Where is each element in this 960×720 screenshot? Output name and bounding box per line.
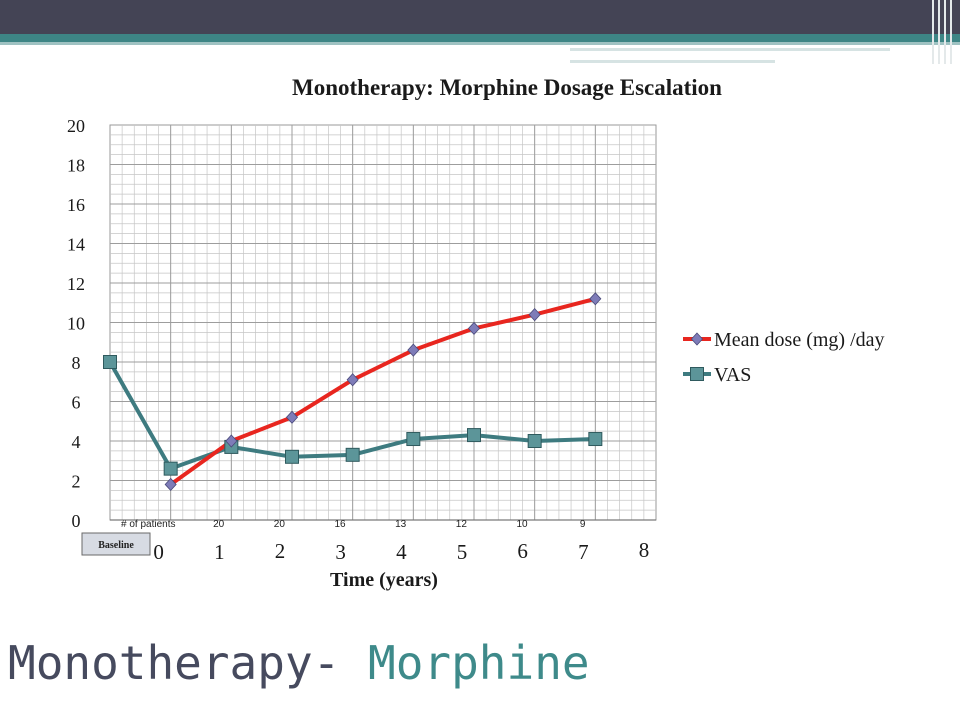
data-point-mean-dose xyxy=(346,373,359,387)
x-tick-label: 4 xyxy=(396,540,407,564)
corner-decoration xyxy=(928,0,960,64)
data-point-vas xyxy=(285,449,299,464)
y-tick-label: 6 xyxy=(72,393,81,413)
x-tick-label: 5 xyxy=(457,540,468,564)
slide-title-main: Monotherapy- xyxy=(8,636,369,690)
data-point-mean-dose xyxy=(285,410,299,424)
y-tick-label: 12 xyxy=(67,274,85,294)
data-point-vas xyxy=(345,447,360,462)
x-tick-label: 6 xyxy=(517,539,528,563)
x-tick-label: 7 xyxy=(578,540,589,564)
patients-count: 16 xyxy=(334,519,346,530)
x-tick-label: 1 xyxy=(214,540,225,564)
legend-label: VAS xyxy=(714,364,751,386)
x-tick-label: 2 xyxy=(275,539,286,563)
patients-count: 9 xyxy=(580,519,586,530)
baseline-box xyxy=(81,532,151,556)
data-point-vas xyxy=(467,428,481,443)
patients-count: 20 xyxy=(274,519,286,530)
data-point-mean-dose xyxy=(528,308,541,322)
y-tick-label: 2 xyxy=(72,472,81,492)
slide-title: Monotherapy- Morphine xyxy=(8,636,590,690)
legend-swatch-marker xyxy=(690,367,704,381)
header-accent-band xyxy=(0,34,960,42)
patients-count: 10 xyxy=(516,519,528,530)
patients-count: 20 xyxy=(213,519,225,530)
header-bar xyxy=(0,0,960,34)
y-tick-label: 10 xyxy=(67,314,85,334)
series-line-mean-dose xyxy=(169,296,596,487)
patients-count: 12 xyxy=(456,519,468,530)
y-tick-label: 16 xyxy=(67,195,85,215)
data-point-mean-dose xyxy=(164,477,177,492)
y-tick-label: 14 xyxy=(67,235,85,255)
header-divider-line-short xyxy=(570,48,890,51)
legend-label: Mean dose (mg) /day xyxy=(714,329,885,351)
y-tick-label: 18 xyxy=(67,156,85,176)
data-point-vas xyxy=(406,432,421,447)
data-point-vas xyxy=(103,355,117,369)
x-axis-title: Time (years) xyxy=(330,569,438,591)
patients-label: # of patients xyxy=(121,519,175,530)
header-divider-line-shorter xyxy=(570,60,775,63)
y-tick-label: 4 xyxy=(72,432,81,452)
y-tick-label: 0 xyxy=(72,511,81,531)
y-tick-label: 20 xyxy=(67,116,85,136)
header-divider-line xyxy=(0,42,960,45)
y-tick-label: 8 xyxy=(72,353,81,373)
data-point-vas xyxy=(163,461,178,476)
legend-swatch-marker xyxy=(690,332,704,346)
data-point-mean-dose xyxy=(589,292,602,306)
data-point-mean-dose xyxy=(225,434,238,448)
x-tick-label: 8 xyxy=(639,538,650,562)
data-point-vas xyxy=(588,432,603,447)
data-point-vas xyxy=(527,434,542,448)
data-point-mean-dose xyxy=(467,321,481,336)
slide-title-accent: Morphine xyxy=(368,636,590,690)
chart-title: Monotherapy: Morphine Dosage Escalation xyxy=(292,75,722,100)
patients-count: 13 xyxy=(395,519,407,530)
data-point-mean-dose xyxy=(407,343,420,357)
x-tick-label: 3 xyxy=(335,540,346,564)
x-tick-label: 0 xyxy=(153,540,164,564)
baseline-label: Baseline xyxy=(98,540,134,551)
